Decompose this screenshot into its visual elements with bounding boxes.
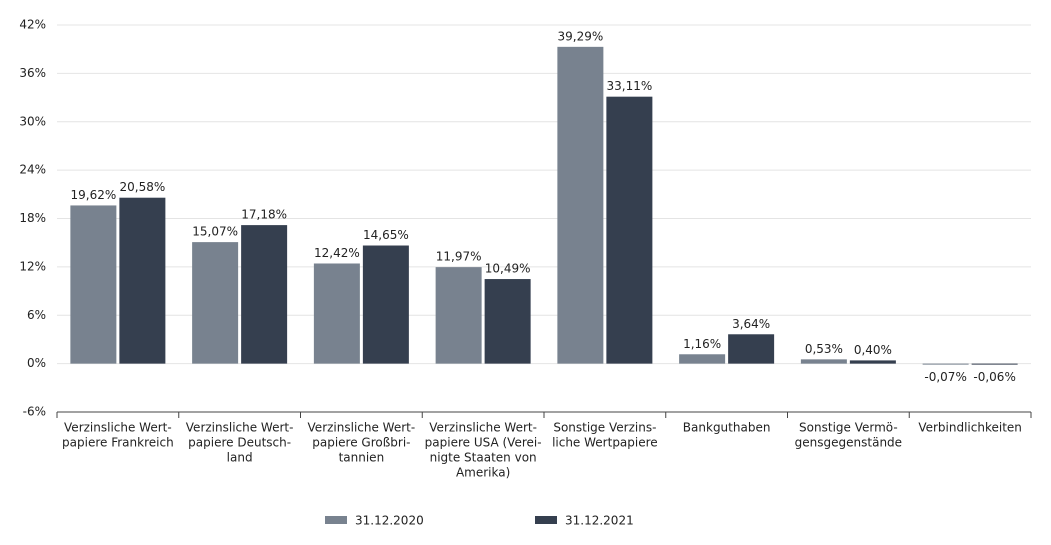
y-tick-label: 24% bbox=[19, 163, 46, 177]
legend-swatch bbox=[325, 516, 347, 524]
x-tick-label: gensgegenstände bbox=[795, 436, 902, 450]
value-label: 0,53% bbox=[805, 342, 843, 356]
x-tick-label: Verzinsliche Wert- bbox=[64, 421, 172, 435]
x-tick-label: Bankguthaben bbox=[683, 421, 771, 435]
x-tick-label: papiere Frankreich bbox=[62, 436, 174, 450]
value-label: -0,07% bbox=[924, 370, 966, 384]
bar bbox=[484, 279, 531, 364]
value-label: -0,06% bbox=[973, 370, 1015, 384]
value-label: 17,18% bbox=[241, 208, 287, 222]
value-label: 39,29% bbox=[557, 29, 603, 43]
bar bbox=[241, 225, 288, 364]
value-label: 1,16% bbox=[683, 337, 721, 351]
bar bbox=[679, 354, 726, 364]
x-tick-label: papiere Großbri- bbox=[312, 436, 410, 450]
bar bbox=[971, 363, 1018, 365]
legend-swatch bbox=[535, 516, 557, 524]
x-tick-label: liche Wertpapiere bbox=[552, 436, 658, 450]
value-label: 10,49% bbox=[485, 262, 531, 276]
bar bbox=[192, 242, 239, 364]
y-tick-label: 0% bbox=[27, 356, 46, 370]
x-tick-label: Verzinsliche Wert- bbox=[429, 421, 537, 435]
y-tick-label: 42% bbox=[19, 18, 46, 32]
bar bbox=[557, 46, 604, 364]
bar bbox=[313, 263, 360, 364]
y-tick-label: 6% bbox=[27, 308, 46, 322]
value-label: 33,11% bbox=[606, 79, 652, 93]
x-tick-label: Verbindlichkeiten bbox=[918, 421, 1022, 435]
x-tick-label: Sonstige Vermö- bbox=[799, 421, 898, 435]
y-tick-label: 18% bbox=[19, 211, 46, 225]
x-tick-label: papiere USA (Verei- bbox=[425, 436, 542, 450]
x-tick-label: Sonstige Verzins- bbox=[553, 421, 656, 435]
value-label: 11,97% bbox=[436, 250, 482, 264]
y-tick-label: 12% bbox=[19, 259, 46, 273]
x-tick-label: nigte Staaten von bbox=[430, 451, 537, 465]
bar bbox=[800, 359, 847, 364]
bar bbox=[435, 267, 482, 364]
legend-label: 31.12.2021 bbox=[565, 514, 634, 528]
bar bbox=[119, 197, 166, 364]
x-tick-label: land bbox=[227, 451, 253, 465]
y-tick-label: 36% bbox=[19, 66, 46, 80]
bar bbox=[606, 96, 653, 364]
y-tick-label: -6% bbox=[23, 405, 46, 419]
y-tick-label: 30% bbox=[19, 114, 46, 128]
x-tick-label: Amerika) bbox=[456, 466, 510, 480]
value-label: 19,62% bbox=[70, 188, 116, 202]
legend-label: 31.12.2020 bbox=[355, 514, 424, 528]
x-tick-label: Verzinsliche Wert- bbox=[308, 421, 416, 435]
bar bbox=[70, 205, 117, 364]
bar bbox=[922, 363, 969, 365]
x-tick-label: Verzinsliche Wert- bbox=[186, 421, 294, 435]
x-tick-label: tannien bbox=[339, 451, 385, 465]
x-tick-label: papiere Deutsch- bbox=[188, 436, 291, 450]
value-label: 3,64% bbox=[732, 317, 770, 331]
value-label: 12,42% bbox=[314, 246, 360, 260]
bar bbox=[728, 334, 775, 364]
bar bbox=[849, 360, 896, 364]
value-label: 15,07% bbox=[192, 225, 238, 239]
value-label: 0,40% bbox=[854, 343, 892, 357]
value-label: 20,58% bbox=[119, 180, 165, 194]
value-label: 14,65% bbox=[363, 228, 409, 242]
bar bbox=[362, 245, 409, 364]
